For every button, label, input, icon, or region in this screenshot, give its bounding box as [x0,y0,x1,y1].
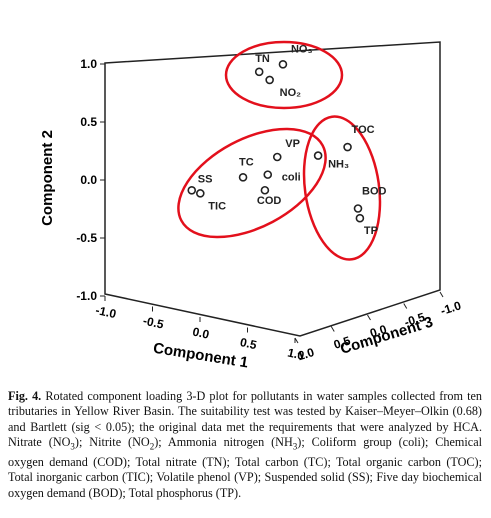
point-label: VP [285,138,300,150]
point [278,60,288,69]
point-label: BOD [362,186,387,198]
point-label: NH₃ [328,159,349,171]
point-label: COD [257,195,282,207]
point [196,189,205,198]
point [355,213,365,223]
y-axis-title: Component 2 [39,130,56,226]
z-axis-title: Component 3 [338,314,435,358]
caption-text: ); Coliform group (coli); Chemical oxyge… [8,435,483,500]
y-tick-label: -1.0 [76,289,97,303]
caption-subscript: 3 [70,441,75,452]
z-tick [439,291,444,298]
x-axis-title: Component 1 [152,340,249,372]
x-tick-label: 0.0 [191,324,211,341]
z-tick-label: -1.0 [439,298,463,318]
caption-text: Rotated component loading 3-D plot for p… [8,389,482,450]
x-tick-label: 0.5 [239,335,259,352]
point [254,67,264,77]
y-tick-label: 0.5 [80,115,97,129]
caption-subscript: 2 [149,441,155,452]
x-tick-label: -0.5 [142,314,166,332]
caption-text: ); Nitrite (NO [74,435,150,450]
z-tick [403,303,408,309]
z-tick-label: 1.0 [296,345,316,363]
caption-subscript: 3 [292,441,298,452]
point [272,152,282,162]
point-label: TC [239,156,254,168]
point [265,75,274,85]
point [263,170,273,179]
point [343,142,352,152]
point [313,151,323,160]
point [353,204,363,213]
point-label: NO₃ [291,43,313,55]
cluster-ellipse [302,115,382,261]
cluster-ellipse [224,40,344,110]
point-label: NO₂ [280,87,302,99]
point-label: TN [255,53,270,65]
z-tick-label: -0.5 [403,310,427,330]
z-tick [367,314,371,321]
plot-box [104,41,441,337]
point-label: TOC [352,124,375,136]
caption-text: ); Ammonia nitrogen (NH [154,435,293,450]
x-tick-label: 1.0 [286,345,306,362]
x-tick-label: -1.0 [94,303,118,321]
point-label: SS [198,173,213,185]
z-tick-label: 0.0 [368,322,388,340]
caption: Fig. 4. Rotated component loading 3-D pl… [8,389,482,501]
point-label: TIC [208,200,226,212]
z-tick-label: 0.5 [332,333,352,351]
point-label: coli [282,172,301,184]
z-tick [330,326,335,332]
point [187,186,197,195]
point-label: TP [364,225,378,237]
caption-label: Fig. 4. [8,389,42,403]
z-tick [294,337,299,344]
y-tick-label: 0.0 [80,173,97,187]
cluster-ellipse [177,127,327,239]
point [260,185,270,195]
chart: -1.0-0.50.00.51.0-1.0-0.50.00.51.01.00.5… [39,40,463,372]
point [238,172,248,182]
y-tick-label: 1.0 [80,57,97,71]
y-tick-label: -0.5 [76,231,97,245]
